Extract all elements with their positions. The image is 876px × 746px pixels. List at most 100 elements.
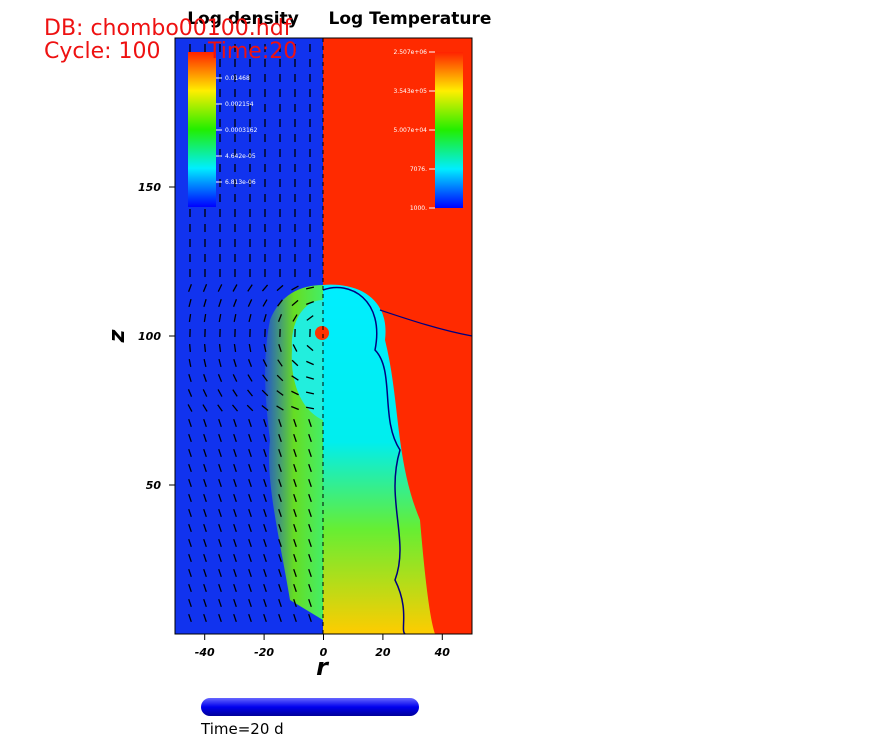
velocity-arrow [188, 434, 192, 442]
velocity-arrow [218, 298, 222, 308]
velocity-arrow [308, 464, 312, 472]
velocity-arrow [233, 524, 237, 532]
velocity-arrow [188, 614, 192, 622]
temperature-legend-label: 1000. [410, 205, 427, 212]
velocity-arrow [231, 404, 239, 412]
velocity-arrow [233, 434, 237, 442]
velocity-arrow [278, 449, 282, 457]
y-tick-label: 150 [138, 181, 161, 194]
velocity-arrow [247, 374, 253, 382]
velocity-arrow [263, 569, 267, 577]
velocity-arrow [248, 434, 252, 442]
velocity-arrow [293, 509, 297, 517]
velocity-arrow [293, 569, 297, 577]
velocity-arrow [292, 314, 298, 322]
velocity-arrow [233, 494, 237, 502]
time-slider[interactable] [201, 698, 419, 716]
velocity-arrow [305, 376, 315, 380]
velocity-arrow [248, 479, 252, 487]
velocity-arrow [276, 390, 284, 396]
velocity-arrow [233, 313, 237, 323]
velocity-arrow [263, 419, 267, 427]
temperature-legend-label: 2.507e+06 [393, 49, 427, 56]
velocity-arrow [188, 449, 192, 457]
velocity-arrow [247, 359, 253, 367]
velocity-arrow [248, 599, 252, 607]
velocity-arrow [248, 509, 252, 517]
velocity-arrow [263, 509, 267, 517]
velocity-arrow [233, 343, 237, 353]
velocity-arrow [293, 524, 297, 532]
velocity-arrow [232, 389, 238, 397]
temperature-title: Log Temperature [329, 9, 492, 29]
velocity-arrow [218, 554, 222, 562]
velocity-arrow [247, 389, 253, 397]
velocity-arrow [278, 569, 282, 577]
velocity-arrow [308, 614, 312, 622]
database-label: DB: chombo00100.hdf [44, 16, 293, 41]
velocity-arrow [308, 539, 312, 547]
velocity-arrow [278, 524, 282, 532]
velocity-arrow [188, 358, 192, 368]
velocity-arrow [278, 614, 282, 622]
velocity-arrow [306, 301, 314, 305]
velocity-arrow [203, 494, 207, 502]
velocity-arrow [277, 359, 283, 367]
velocity-arrow [218, 524, 222, 532]
time-label: Time:20 [207, 39, 297, 64]
velocity-arrow [293, 479, 297, 487]
velocity-arrow [218, 614, 222, 622]
velocity-arrow [278, 434, 282, 442]
x-tick-label: 40 [434, 646, 451, 659]
velocity-arrow [293, 539, 297, 547]
velocity-arrow [308, 449, 312, 457]
velocity-arrow [232, 299, 238, 307]
velocity-arrow [308, 494, 312, 502]
velocity-arrow [233, 419, 237, 427]
velocity-arrow [248, 614, 252, 622]
velocity-arrow [218, 584, 222, 592]
velocity-arrow [308, 524, 312, 532]
velocity-arrow [262, 299, 268, 307]
velocity-arrow [306, 344, 314, 352]
velocity-arrow [203, 509, 207, 517]
velocity-arrow [248, 419, 252, 427]
velocity-arrow [278, 599, 282, 607]
velocity-arrow [276, 284, 284, 292]
velocity-arrow [218, 569, 222, 577]
velocity-arrow [203, 298, 207, 308]
velocity-arrow [278, 419, 282, 427]
x-tick-label: -40 [195, 646, 215, 659]
velocity-arrow [188, 524, 192, 532]
velocity-arrow [188, 539, 192, 547]
velocity-arrow [306, 315, 314, 321]
velocity-arrow [277, 299, 283, 307]
velocity-arrow [293, 464, 297, 472]
velocity-arrow [233, 599, 237, 607]
velocity-arrow [278, 343, 282, 353]
velocity-arrow [233, 449, 237, 457]
density-legend-label: 4.642e-05 [225, 153, 256, 160]
density-legend-label: 0.0003162 [225, 127, 258, 134]
velocity-arrow [188, 313, 192, 323]
velocity-arrow [218, 358, 222, 368]
velocity-arrow [308, 419, 312, 427]
velocity-arrow [291, 405, 299, 411]
velocity-arrow [233, 539, 237, 547]
velocity-arrow [278, 554, 282, 562]
velocity-arrow [188, 464, 192, 472]
velocity-arrow [203, 524, 207, 532]
velocity-arrow [187, 284, 193, 292]
velocity-arrow [308, 554, 312, 562]
velocity-arrow [263, 494, 267, 502]
velocity-arrow [189, 343, 191, 353]
velocity-arrow [292, 344, 298, 352]
velocity-arrow [293, 584, 297, 592]
velocity-arrow [308, 509, 312, 517]
velocity-arrow [203, 539, 207, 547]
velocity-arrow [262, 359, 268, 367]
temperature-legend-label: 3.543e+05 [393, 88, 427, 95]
velocity-arrow [308, 479, 312, 487]
velocity-arrow [188, 419, 192, 427]
